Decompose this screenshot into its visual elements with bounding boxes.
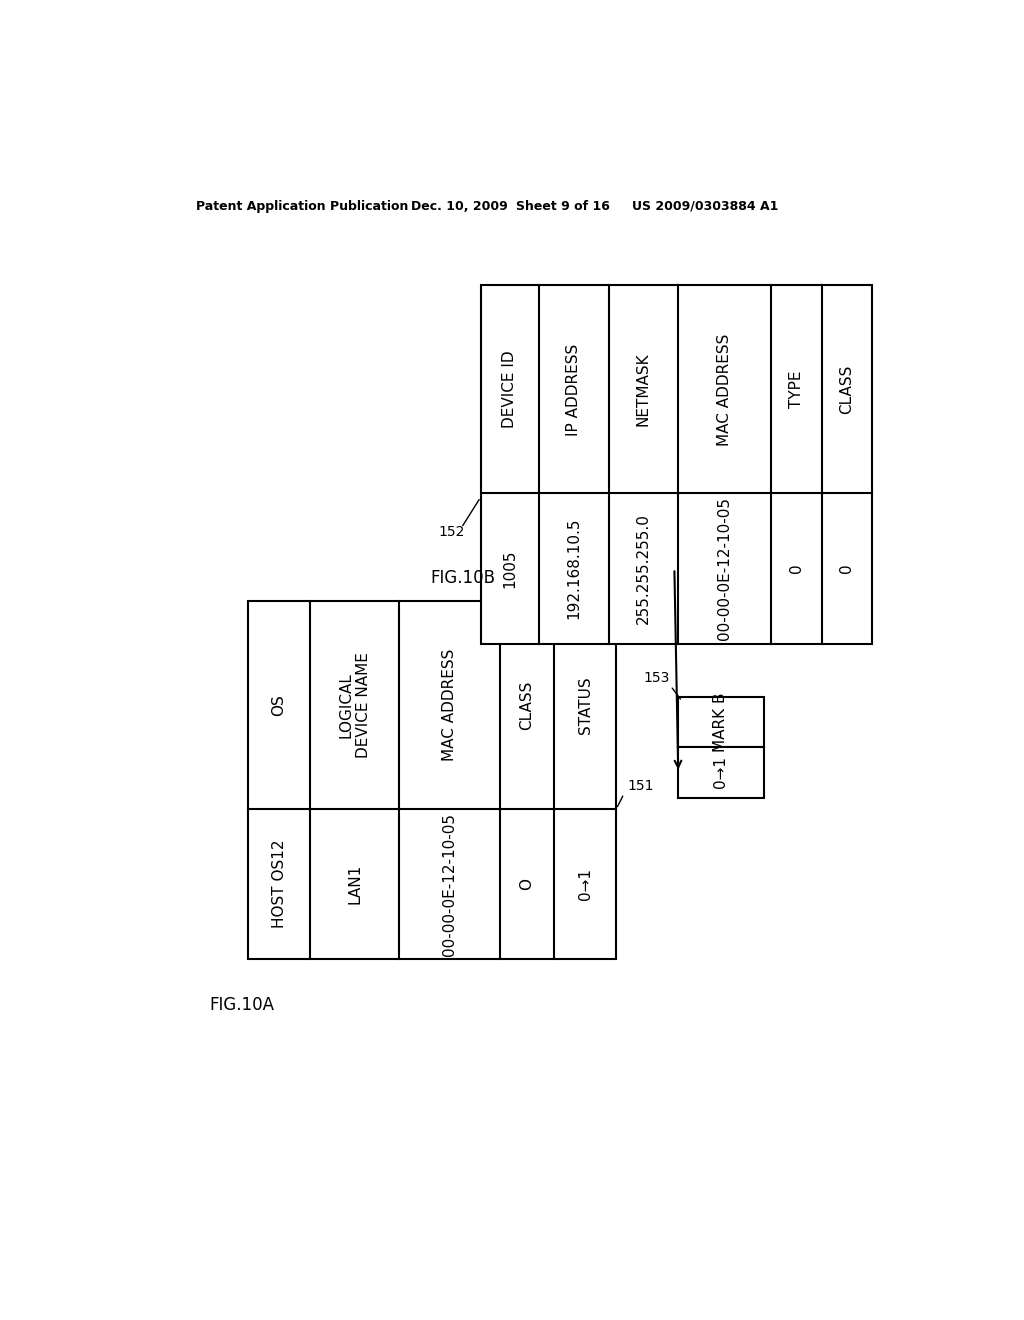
Text: 1005: 1005 bbox=[502, 549, 517, 587]
Text: MAC ADDRESS: MAC ADDRESS bbox=[442, 649, 457, 762]
Text: US 2009/0303884 A1: US 2009/0303884 A1 bbox=[632, 199, 778, 213]
Text: O: O bbox=[519, 878, 535, 890]
Text: FIG.10A: FIG.10A bbox=[209, 997, 274, 1014]
Text: IP ADDRESS: IP ADDRESS bbox=[566, 343, 582, 436]
Text: Sheet 9 of 16: Sheet 9 of 16 bbox=[515, 199, 609, 213]
Text: MAC ADDRESS: MAC ADDRESS bbox=[717, 333, 732, 446]
Text: 0: 0 bbox=[840, 564, 854, 573]
Text: Patent Application Publication: Patent Application Publication bbox=[197, 199, 409, 213]
Text: 0→1: 0→1 bbox=[578, 869, 593, 900]
Text: 152: 152 bbox=[438, 525, 464, 539]
Text: 151: 151 bbox=[628, 779, 654, 793]
Bar bbox=[248, 601, 616, 960]
Text: 00-00-0E-12-10-05: 00-00-0E-12-10-05 bbox=[442, 813, 457, 956]
Text: HOST OS12: HOST OS12 bbox=[271, 840, 287, 928]
Text: FIG.10B: FIG.10B bbox=[430, 569, 496, 587]
Text: NETMASK: NETMASK bbox=[636, 352, 651, 426]
Text: Dec. 10, 2009: Dec. 10, 2009 bbox=[411, 199, 508, 213]
Text: DEVICE ID: DEVICE ID bbox=[502, 351, 517, 428]
Text: 153: 153 bbox=[643, 671, 670, 685]
Text: LOGICAL
DEVICE NAME: LOGICAL DEVICE NAME bbox=[339, 652, 371, 758]
Text: MARK B: MARK B bbox=[714, 693, 728, 752]
Text: CLASS: CLASS bbox=[519, 680, 535, 730]
Text: 0→1: 0→1 bbox=[714, 756, 728, 788]
Text: 00-00-0E-12-10-05: 00-00-0E-12-10-05 bbox=[717, 496, 732, 640]
Text: LAN1: LAN1 bbox=[347, 865, 362, 904]
Text: TYPE: TYPE bbox=[788, 371, 804, 408]
Bar bbox=[480, 285, 872, 644]
Text: 255.255.255.0: 255.255.255.0 bbox=[636, 513, 651, 624]
Text: OS: OS bbox=[271, 694, 287, 715]
Bar bbox=[678, 747, 764, 797]
Text: 192.168.10.5: 192.168.10.5 bbox=[566, 517, 582, 619]
Text: STATUS: STATUS bbox=[578, 676, 593, 734]
Text: CLASS: CLASS bbox=[840, 364, 854, 414]
Text: 0: 0 bbox=[788, 564, 804, 573]
Bar bbox=[678, 697, 764, 747]
